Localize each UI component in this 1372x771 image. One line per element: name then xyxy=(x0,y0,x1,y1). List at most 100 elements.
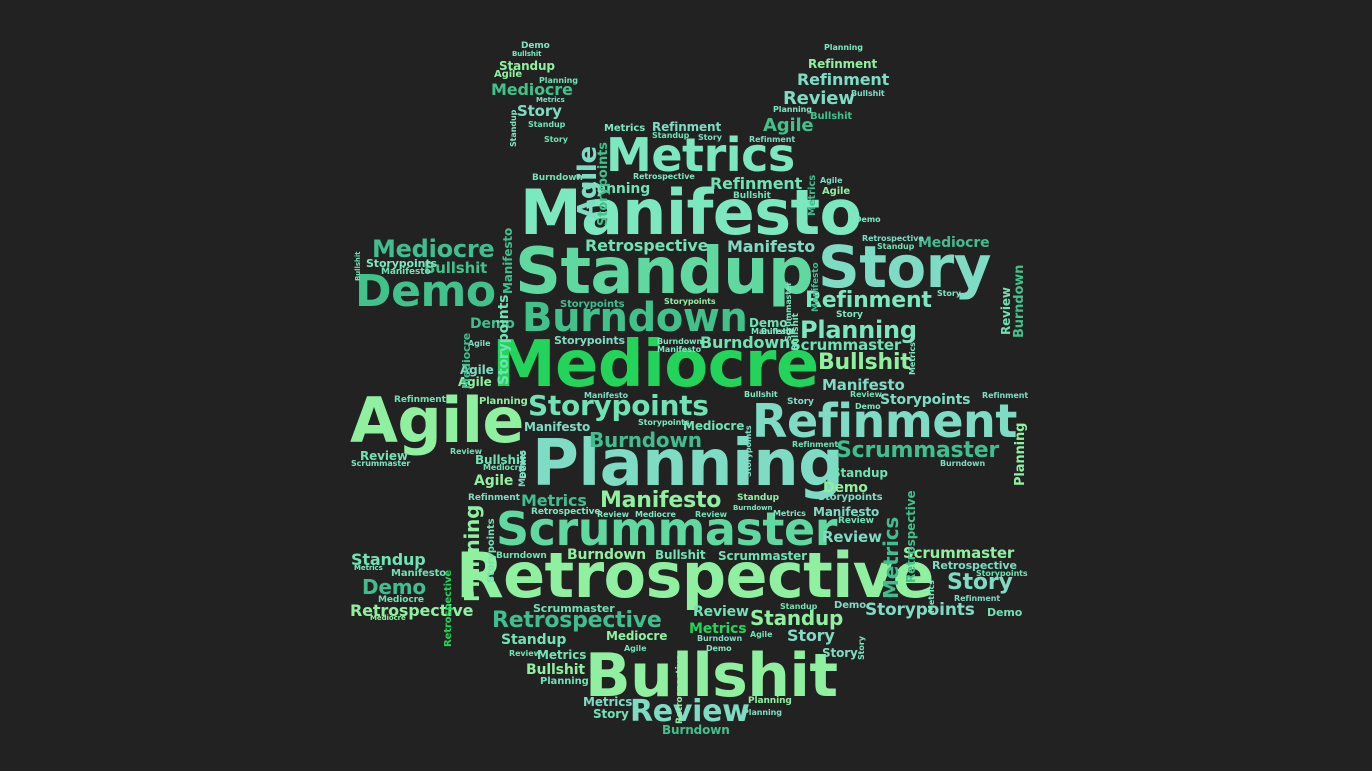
cloud-word: Storypoints xyxy=(596,142,611,226)
cloud-word: Storypoints xyxy=(976,569,1028,578)
cloud-word: Story xyxy=(593,707,629,721)
cloud-word: Demo xyxy=(706,644,732,653)
cloud-word: Burndown xyxy=(662,723,730,737)
cloud-word: Retrospective xyxy=(443,569,454,647)
cloud-word: Planning xyxy=(582,181,651,197)
cloud-word: Metrics xyxy=(521,491,587,510)
cloud-word: Manifesto xyxy=(381,267,431,277)
cloud-word: Metrics xyxy=(689,621,747,637)
cloud-word: Demo xyxy=(749,316,788,330)
cloud-word: Metrics xyxy=(908,342,917,375)
cloud-word: Manifesto xyxy=(727,237,816,256)
cloud-word: Story xyxy=(787,397,814,407)
cloud-word: Scrummaster xyxy=(496,502,837,556)
cloud-word: Agile xyxy=(750,630,773,639)
cloud-word: Manifesto xyxy=(524,420,591,434)
cloud-word: Demo xyxy=(470,316,515,332)
cloud-word: Planning xyxy=(540,676,589,687)
cloud-word: Mediocre xyxy=(460,332,473,389)
cloud-word: Burndown xyxy=(589,428,702,452)
cloud-word: Bullshit xyxy=(733,191,771,201)
cloud-word: Demo xyxy=(855,402,881,411)
cloud-word: Planning xyxy=(460,504,484,602)
cloud-word: Metrics xyxy=(879,516,903,599)
cloud-word: Manifesto xyxy=(813,505,880,519)
cloud-word: Agile xyxy=(458,375,492,389)
cloud-word: Story xyxy=(517,102,562,120)
cloud-word: Mediocre xyxy=(378,595,424,605)
cloud-word: Refinment xyxy=(468,493,520,503)
cloud-word: Story xyxy=(836,310,863,320)
cloud-word: Mediocre xyxy=(483,463,524,472)
cloud-word: Agile xyxy=(460,363,494,377)
cloud-word: Planning xyxy=(773,105,812,114)
cloud-word: Refinment xyxy=(710,174,803,193)
cloud-word: Review xyxy=(783,88,855,109)
cloud-word: Planning xyxy=(532,427,844,501)
cloud-word: Agile xyxy=(763,115,814,136)
cloud-word: Storypoints xyxy=(496,294,512,385)
cloud-word: Refinment xyxy=(749,135,796,144)
cloud-word: Storypoints xyxy=(560,299,625,310)
cloud-word: Demo xyxy=(987,606,1023,619)
cloud-word: Storypoints xyxy=(554,334,625,347)
cloud-word: Planning xyxy=(479,396,528,407)
cloud-word: Storypoints xyxy=(865,600,975,620)
cloud-word: Refinment xyxy=(954,594,1001,603)
cloud-word: Storypoints xyxy=(486,518,497,583)
cloud-word: Manifesto xyxy=(811,262,821,312)
cloud-word: Manifesto xyxy=(501,227,515,294)
cloud-word: Retrospective xyxy=(531,507,601,517)
cloud-word: Review xyxy=(850,390,882,399)
cloud-word: Refinment xyxy=(805,288,932,313)
cloud-word: Retrospective xyxy=(633,172,695,181)
cloud-word: Mediocre xyxy=(606,629,668,643)
cloud-word: Manifesto xyxy=(657,345,702,354)
cloud-word: Metrics xyxy=(583,695,633,709)
cloud-word: Story xyxy=(822,646,858,660)
cloud-word: Bullshit xyxy=(512,50,542,58)
cloud-word: Demo xyxy=(355,266,496,317)
cloud-word: Planning xyxy=(743,708,782,717)
cloud-word: Retrospective xyxy=(675,654,685,724)
cloud-word: Bullshit xyxy=(851,89,885,98)
cloud-word: Metrics xyxy=(518,450,528,487)
cloud-word: Burndown xyxy=(532,173,583,183)
cloud-word: Metrics xyxy=(536,96,565,104)
cloud-word: Storypoints xyxy=(366,257,437,270)
cloud-word: Manifesto xyxy=(600,488,722,513)
cloud-word: Storypoints xyxy=(880,392,971,408)
cloud-word: Refinment xyxy=(982,391,1029,400)
cloud-word: Scrummaster xyxy=(533,602,615,615)
cloud-word: Standup xyxy=(652,131,690,140)
cloud-word: Refinment xyxy=(752,394,1017,448)
cloud-word: Review xyxy=(509,649,541,658)
cloud-word: Storypoints xyxy=(664,297,716,306)
cloud-word: Agile xyxy=(624,644,647,653)
cloud-word: Review xyxy=(450,447,482,456)
cloud-word: Demo xyxy=(521,41,550,51)
cloud-word: Standup xyxy=(351,550,426,569)
cloud-word: Story xyxy=(698,133,722,142)
cloud-word: Refinment xyxy=(797,70,890,89)
cloud-word: Burndown xyxy=(1012,264,1027,338)
cloud-word: Standup xyxy=(515,235,814,309)
cloud-word: Demo xyxy=(834,600,866,611)
cloud-word: Review xyxy=(693,604,749,620)
cloud-word: Demo xyxy=(823,480,868,496)
cloud-word: Story xyxy=(544,135,568,144)
cloud-word: Bullshit xyxy=(655,548,706,562)
cloud-word: Story xyxy=(787,626,835,645)
cloud-word: Burndown xyxy=(733,504,773,512)
cloud-word: Review xyxy=(360,449,408,463)
cloud-word: Scrummaster xyxy=(836,438,1000,463)
cloud-word: Mediocre xyxy=(372,235,495,263)
cloud-word: Planning xyxy=(800,316,917,344)
cloud-word: Burndown xyxy=(522,295,748,341)
cloud-word: Metrics xyxy=(606,128,795,182)
cloud-word: Storypoints xyxy=(744,425,753,477)
cloud-word: Review xyxy=(838,516,874,526)
cloud-word: Scrummaster xyxy=(351,459,411,468)
cloud-word: Retrospective xyxy=(585,236,709,255)
cloud-word: Manifesto xyxy=(520,176,862,249)
